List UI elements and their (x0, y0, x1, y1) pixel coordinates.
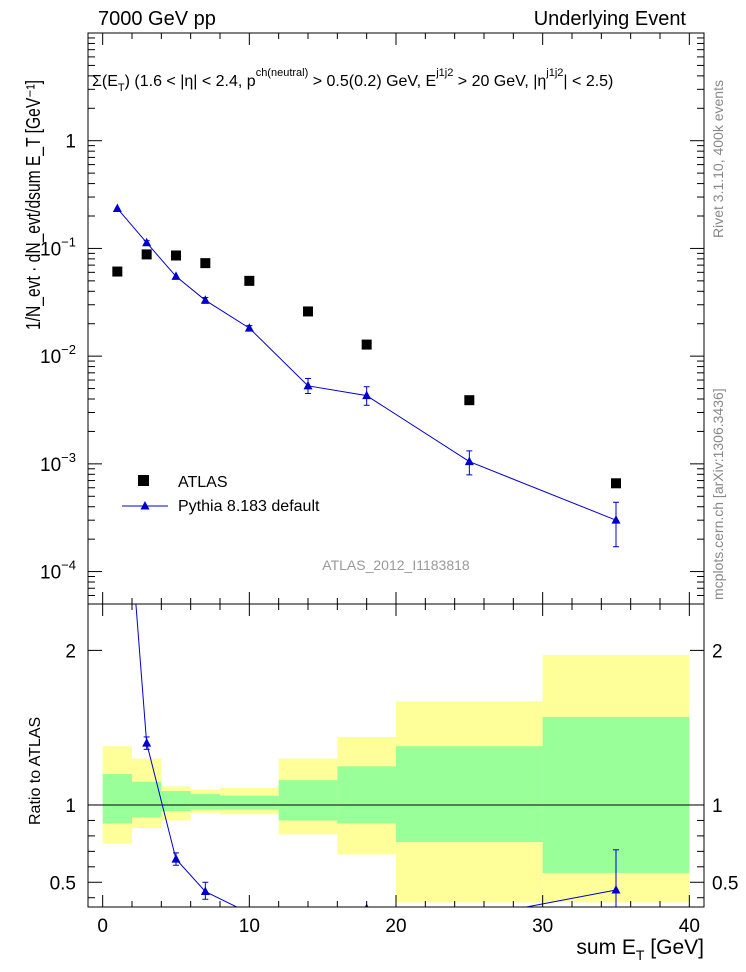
y-axis-label-text: 1/N_evt · dN_evt/dsum E_T [GeV⁻¹] (23, 80, 45, 330)
rivet-label: Rivet 3.1.10, 400k events (710, 80, 726, 238)
ratio-pythia-marker (304, 924, 313, 933)
ratio-y-tick-label: 2 (65, 641, 76, 662)
pythia-marker (464, 456, 474, 466)
ratio-band-green (161, 791, 191, 812)
ratio-pythia-marker (611, 884, 621, 894)
header-left: 7000 GeV pp (98, 8, 216, 30)
y-tick-label: 10−1 (40, 234, 76, 260)
atlas-marker (244, 275, 255, 286)
ratio-y-tick-label: 1 (65, 796, 76, 817)
pythia-marker (244, 323, 254, 332)
y-tick-label: 10−3 (40, 450, 76, 476)
mcplots-label: mcplots.cern.ch [arXiv:1306.3436] (710, 388, 726, 600)
y-tick-label: 10−2 (40, 342, 76, 368)
ratio-band-green (102, 774, 132, 824)
ratio-pythia-marker (171, 854, 181, 863)
atlas-marker (303, 306, 313, 317)
x-tick-label: 30 (532, 916, 553, 937)
ratio-y-tick-label-right: 2 (712, 641, 723, 662)
x-axis-label: sum ET [GeV] (576, 936, 704, 963)
ratio-pythia-marker (113, 359, 122, 368)
ratio-pythia-marker (200, 886, 210, 896)
pythia-marker (171, 271, 181, 280)
ratio-y-tick-label-right: 0.5 (712, 873, 738, 894)
ratio-pythia-line (135, 604, 617, 907)
plot-title: Σ(ET) (1.6 < |η| < 2.4, pch(neutral) > 0… (92, 67, 613, 94)
ratio-pythia-marker (465, 913, 474, 922)
legend-pythia-label: Pythia 8.183 default (178, 498, 320, 515)
ratio-y-tick-label-right: 1 (712, 796, 723, 817)
legend-atlas-label: ATLAS (178, 474, 228, 491)
header-right: Underlying Event (533, 8, 686, 30)
y-axis-label: 1/N_evt · dN_evt/dsum E_T [GeV⁻¹] (23, 80, 45, 330)
pythia-marker (362, 390, 372, 400)
pythia-marker (200, 295, 210, 304)
atlas-marker (611, 478, 621, 489)
pythia-marker (112, 203, 122, 212)
ratio-band-green (278, 780, 338, 821)
ratio-y-axis-label: Ratio to ATLAS (27, 717, 44, 825)
x-tick-label: 10 (239, 916, 260, 937)
pythia-marker (142, 237, 152, 247)
y-tick-label: 10−4 (40, 558, 76, 584)
atlas-marker (141, 249, 152, 260)
ratio-band-green (132, 781, 162, 818)
ratio-y-axis-label-text: Ratio to ATLAS (27, 717, 44, 825)
watermark: ATLAS_2012_I1183818 (322, 557, 470, 573)
ratio-band-green (337, 766, 396, 824)
ratio-area (88, 359, 704, 933)
ratio-band-green (220, 795, 279, 810)
atlas-marker (200, 258, 211, 269)
atlas-marker (361, 339, 372, 350)
atlas-marker (112, 266, 123, 277)
x-tick-label: 0 (97, 916, 108, 937)
ratio-pythia-marker (142, 738, 152, 747)
y-tick-label: 1 (65, 132, 76, 153)
ratio-band-green (190, 794, 220, 810)
pythia-marker (611, 515, 621, 524)
ratio-band-green (542, 716, 690, 873)
legend-atlas-marker (138, 475, 149, 486)
x-tick-label: 40 (679, 916, 700, 937)
main-area (112, 203, 621, 548)
ratio-y-tick-label: 0.5 (50, 873, 76, 894)
ratio-band-green (396, 746, 543, 843)
atlas-marker (171, 250, 181, 261)
pythia-marker (303, 380, 313, 390)
legend-pythia-marker (140, 501, 150, 510)
x-tick-label: 20 (385, 916, 406, 937)
atlas-marker (464, 395, 475, 406)
